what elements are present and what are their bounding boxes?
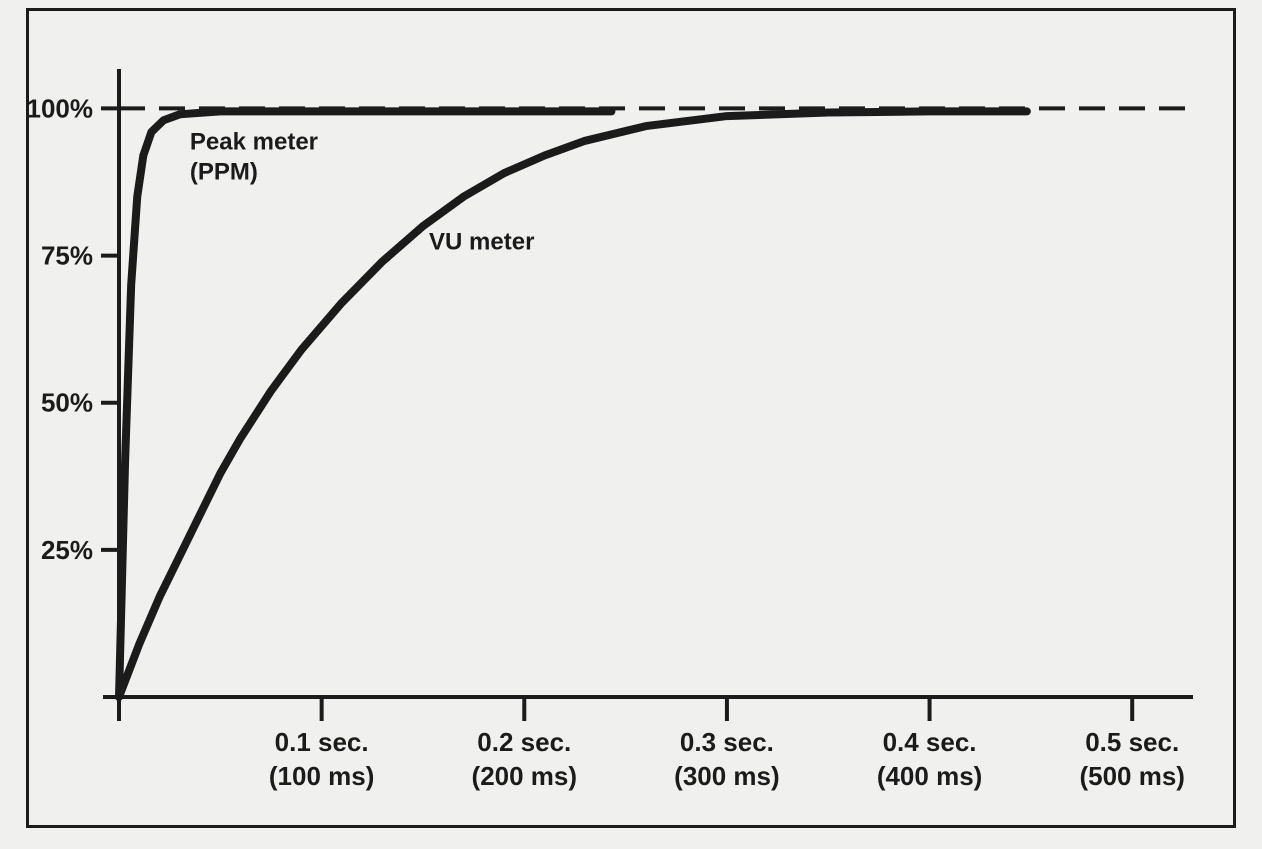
x-tick-label-top: 0.5 sec. xyxy=(1085,727,1179,757)
series-vu xyxy=(119,111,1027,697)
chart-frame: 25% 50% 75% 100% 0.1 sec. (100 ms) 0.2 sec. (20… xyxy=(26,8,1236,828)
y-tick-label: 50% xyxy=(41,388,93,418)
y-tick-label: 100% xyxy=(29,93,93,123)
series-ppm xyxy=(119,111,611,697)
x-tick-label-bottom: (200 ms) xyxy=(472,761,578,791)
x-tick-label-top: 0.3 sec. xyxy=(680,727,774,757)
x-tick-label-bottom: (300 ms) xyxy=(674,761,780,791)
x-tick-label-top: 0.2 sec. xyxy=(477,727,571,757)
x-tick-label-bottom: (500 ms) xyxy=(1079,761,1185,791)
meter-response-chart: 25% 50% 75% 100% 0.1 sec. (100 ms) 0.2 sec. (20… xyxy=(29,11,1239,831)
series-label-vu: VU meter xyxy=(429,229,534,256)
x-tick-label-top: 0.1 sec. xyxy=(275,727,369,757)
x-tick-label-bottom: (400 ms) xyxy=(877,761,983,791)
page-root: 25% 50% 75% 100% 0.1 sec. (100 ms) 0.2 sec. (20… xyxy=(0,0,1262,849)
x-tick-label-bottom: (100 ms) xyxy=(269,761,375,791)
y-tick-label: 75% xyxy=(41,241,93,271)
series-label-ppm: Peak meter(PPM) xyxy=(190,129,318,186)
x-tick-label-top: 0.4 sec. xyxy=(883,727,977,757)
y-tick-label: 25% xyxy=(41,535,93,565)
